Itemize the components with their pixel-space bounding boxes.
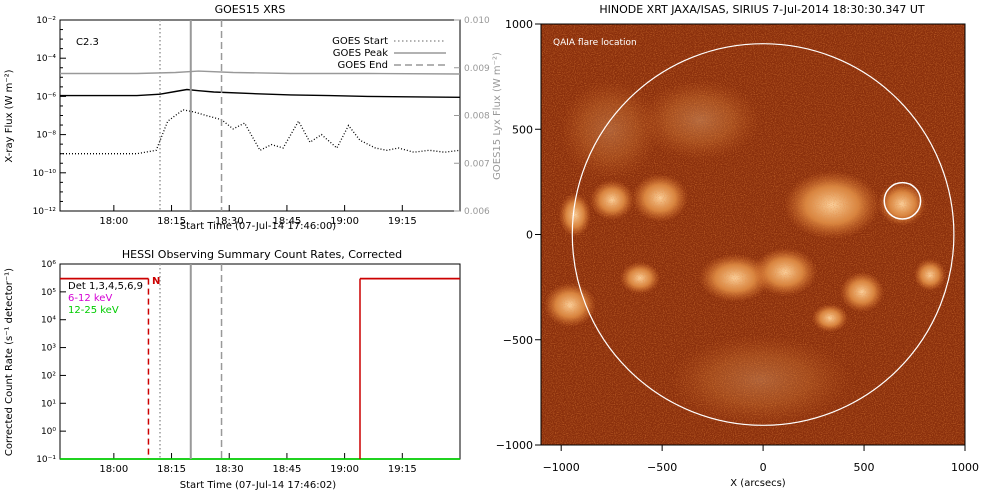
xrt-y-tick-label: 500: [512, 123, 533, 136]
hessi-legend-12-25: 12-25 keV: [68, 305, 119, 316]
goes-x-tick-label: 18:00: [99, 216, 128, 227]
xrt-y-tick-label: 1000: [505, 18, 533, 31]
goes-x-tick-label: 18:15: [157, 216, 186, 227]
xrt-x-tick-label: 0: [760, 461, 767, 474]
hessi-series: [60, 277, 460, 460]
xrt-x-tick-label: 1000: [951, 461, 979, 474]
goes-x-tick-label: 19:15: [388, 216, 417, 227]
hessi-x-tick-label: 18:00: [99, 464, 128, 475]
hessi-y-tick-label: 10⁵: [41, 288, 56, 298]
xrt-panel: HINODE XRT JAXA/ISAS, SIRIUS 7-Jul-2014 …: [496, 3, 979, 489]
goes-y-tick-label: 10⁻⁶: [36, 92, 56, 102]
goes-y-axis: 10⁻¹² 10⁻¹⁰ 10⁻⁸ 10⁻⁶ 10⁻⁴ 10⁻²: [33, 16, 66, 217]
goes-y-tick-label: 10⁻¹²: [33, 207, 57, 217]
goes-time-markers: [159, 20, 223, 211]
goes-y2-axis: 0.006 0.007 0.008 0.009 0.010: [454, 16, 490, 217]
xrt-x-axis: −1000 −500 0 500 1000: [543, 445, 979, 474]
goes-lyx-line: [60, 70, 461, 75]
xrt-x-tick-label: −1000: [543, 461, 580, 474]
goes-ylabel-right: GOES15 Lyx Flux (W m⁻²): [492, 52, 503, 180]
goes-legend: GOES Start GOES Peak GOES End: [332, 36, 446, 71]
goes-short-channel-line: [60, 109, 461, 155]
hessi-y-tick-label: 10⁻¹: [36, 455, 56, 465]
xrt-xlabel: X (arcsecs): [730, 478, 786, 489]
goes-y2-tick-label: 0.010: [464, 16, 490, 26]
xrt-y-tick-label: −1000: [496, 439, 533, 452]
goes-x-tick-label: 18:30: [215, 216, 244, 227]
hessi-y-tick-label: 10¹: [41, 399, 56, 409]
goes-y2-tick-label: 0.008: [464, 112, 490, 122]
goes-xlabel: Start Time (07-Jul-14 17:46:00): [180, 221, 337, 232]
hessi-legend-det: Det 1,3,4,5,6,9: [68, 281, 143, 292]
hessi-xlabel: Start Time (07-Jul-14 17:46:02): [180, 480, 337, 491]
goes-x-axis: 18:00 18:15 18:30 18:45 19:00 19:15: [99, 205, 417, 227]
goes-legend-peak-label: GOES Peak: [333, 48, 388, 59]
goes-y-tick-label: 10⁻⁴: [36, 54, 56, 64]
goes-y2-tick-label: 0.006: [464, 207, 490, 217]
hessi-y-tick-label: 10⁴: [41, 316, 56, 326]
hessi-x-tick-label: 18:45: [273, 464, 302, 475]
hessi-y-tick-label: 10³: [41, 344, 56, 354]
xrt-image: [541, 24, 965, 445]
xrt-y-tick-label: −500: [503, 334, 533, 347]
hessi-x-tick-label: 18:15: [157, 464, 186, 475]
goes-flare-class: C2.3: [76, 37, 99, 48]
goes-long-channel-line: [60, 88, 461, 98]
goes-legend-start-label: GOES Start: [332, 36, 388, 47]
xrt-y-tick-label: 0: [526, 229, 533, 242]
hessi-ylabel: Corrected Count Rate (s⁻¹ detector⁻¹): [4, 268, 15, 456]
hessi-x-tick-label: 19:15: [388, 464, 417, 475]
goes-y2-tick-label: 0.007: [464, 159, 490, 169]
goes-ylabel: X-ray Flux (W m⁻²): [4, 69, 15, 162]
hessi-y-tick-label: 10⁶: [41, 260, 56, 270]
hessi-title: HESSI Observing Summary Count Rates, Cor…: [122, 248, 402, 261]
goes-y-tick-label: 10⁻⁸: [36, 131, 56, 141]
hessi-x-tick-label: 18:30: [215, 464, 244, 475]
goes-plot-frame: [59, 19, 461, 212]
xrt-title: HINODE XRT JAXA/ISAS, SIRIUS 7-Jul-2014 …: [599, 3, 925, 16]
xrt-x-tick-label: −500: [647, 461, 677, 474]
xrt-y-axis: −1000 −500 0 500 1000: [496, 18, 541, 452]
goes-y-tick-label: 10⁻²: [36, 16, 56, 26]
goes-legend-end-label: GOES End: [338, 60, 388, 71]
hessi-plot-frame: [59, 263, 461, 460]
xrt-overlays: [571, 43, 955, 426]
goes-title: GOES15 XRS: [215, 3, 286, 16]
goes-y2-tick-label: 0.009: [464, 64, 490, 74]
goes-x-tick-label: 18:45: [273, 216, 302, 227]
hessi-panel: HESSI Observing Summary Count Rates, Cor…: [4, 248, 461, 491]
hessi-x-axis: 18:00 18:15 18:30 18:45 19:00 19:15: [99, 453, 417, 475]
hessi-y-tick-label: 10²: [41, 371, 56, 381]
hessi-marker-n: N: [152, 276, 160, 287]
xrt-annotation: QAIA flare location: [553, 38, 637, 48]
hessi-y-tick-label: 10⁰: [41, 427, 56, 437]
hessi-time-markers: [147, 264, 361, 459]
xrt-noise-texture: [541, 24, 965, 445]
xrt-x-tick-label: 500: [854, 461, 875, 474]
hessi-x-tick-label: 19:00: [330, 464, 359, 475]
xrt-flare-location-circle: [883, 181, 922, 220]
goes-y-tick-label: 10⁻¹⁰: [33, 169, 57, 179]
goes-x-tick-label: 19:00: [330, 216, 359, 227]
hessi-legend-6-12: 6-12 keV: [68, 293, 112, 304]
goes-panel: GOES15 XRS C2.3 10⁻¹²10⁻¹⁰10⁻⁸10⁻⁶10⁻⁴10…: [4, 3, 503, 232]
goes-series: [60, 70, 461, 155]
hessi-y-axis: 10⁻¹ 10⁰ 10¹ 10² 10³ 10⁴ 10⁵ 10⁶: [36, 260, 66, 465]
xrt-solar-limb: [571, 43, 955, 426]
